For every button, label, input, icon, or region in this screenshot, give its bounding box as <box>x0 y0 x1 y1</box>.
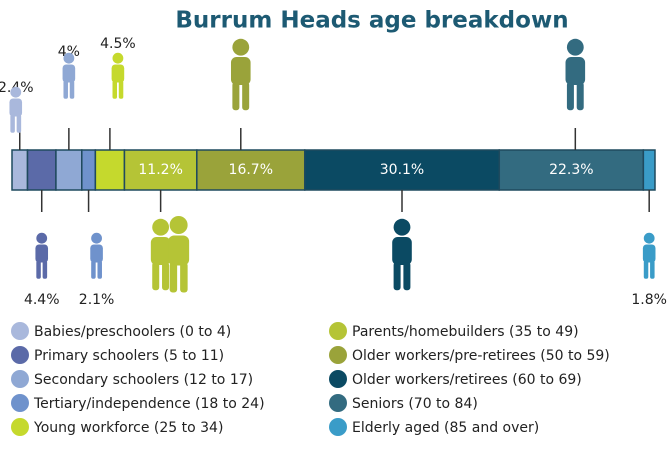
icon-leg <box>36 261 41 279</box>
icon-body <box>151 237 171 265</box>
value-label: 11.2% <box>138 162 182 178</box>
legend-label: Tertiary/independence (18 to 24) <box>33 396 265 412</box>
icon-leg <box>180 263 188 293</box>
icon-leg <box>43 261 48 279</box>
legend-label: Primary schoolers (5 to 11) <box>34 348 224 364</box>
chart-title: Burrum Heads age breakdown <box>175 8 568 34</box>
icon-leg <box>394 262 401 290</box>
icon <box>231 39 251 110</box>
icon-head <box>91 233 102 244</box>
icon-leg <box>17 115 22 133</box>
icon <box>392 219 412 290</box>
chart: Burrum Heads age breakdown 2.4%4.4%4%2.1… <box>0 0 671 461</box>
icon <box>9 87 22 133</box>
bar-segment <box>82 150 96 190</box>
icon-body <box>231 57 251 85</box>
icon-body <box>63 65 76 83</box>
value-label: 4.5% <box>100 36 136 52</box>
icon-head <box>113 53 124 64</box>
icon-body <box>643 245 656 263</box>
legend-label: Young workforce (25 to 34) <box>33 420 223 436</box>
legend-label: Older workers/pre-retirees (50 to 59) <box>352 348 610 364</box>
icon-head <box>10 87 21 98</box>
icon-leg <box>170 263 178 293</box>
icon-leg <box>403 262 410 290</box>
value-label: 1.8% <box>631 292 667 308</box>
icon-head <box>644 233 655 244</box>
icon-leg <box>119 81 124 99</box>
legend-label: Babies/preschoolers (0 to 4) <box>34 324 231 340</box>
legend-label: Secondary schoolers (12 to 17) <box>34 372 253 388</box>
icon <box>566 39 586 110</box>
icon-leg <box>577 82 584 110</box>
icon-leg <box>232 82 239 110</box>
bar-segment <box>12 150 28 190</box>
legend-swatch <box>11 370 29 388</box>
icon-head <box>36 233 47 244</box>
bar-segment <box>643 150 655 190</box>
legend-swatch <box>11 394 29 412</box>
icon-leg <box>10 115 15 133</box>
bar-segment <box>95 150 124 190</box>
legend-swatch <box>11 418 29 436</box>
icon-leg <box>70 81 75 99</box>
value-label: 16.7% <box>229 162 273 178</box>
icon-leg <box>91 261 96 279</box>
legend-swatch <box>329 322 347 340</box>
legend-swatch <box>329 394 347 412</box>
icon-head <box>394 219 411 236</box>
icon-body <box>35 245 48 263</box>
legend-label: Older workers/retirees (60 to 69) <box>352 372 582 388</box>
icon <box>151 219 171 290</box>
icon-leg <box>567 82 574 110</box>
icon-body <box>90 245 103 263</box>
icon-leg <box>644 261 649 279</box>
icon <box>168 216 189 293</box>
icon-leg <box>162 262 169 290</box>
legend-swatch <box>329 370 347 388</box>
icon <box>643 233 656 279</box>
icon-leg <box>242 82 249 110</box>
icon-body <box>9 99 22 117</box>
legend-label: Seniors (70 to 84) <box>352 396 478 412</box>
icon-leg <box>113 81 118 99</box>
legend-swatch <box>329 346 347 364</box>
icon-head <box>232 39 249 56</box>
icon-leg <box>63 81 68 99</box>
icon-leg <box>152 262 159 290</box>
legend-label: Elderly aged (85 and over) <box>352 420 539 436</box>
icon-head <box>567 39 584 56</box>
value-label: 22.3% <box>549 162 593 178</box>
value-label: 30.1% <box>380 162 424 178</box>
icon-body <box>112 65 125 83</box>
value-label: 4.4% <box>24 292 60 308</box>
icon-leg <box>650 261 655 279</box>
legend-swatch <box>11 322 29 340</box>
icon-head <box>152 219 169 236</box>
legend-label: Parents/homebuilders (35 to 49) <box>352 324 579 340</box>
bar-segment <box>28 150 56 190</box>
legend-swatch <box>11 346 29 364</box>
icon-head <box>170 216 188 234</box>
icon-leg <box>97 261 102 279</box>
bar-segment <box>56 150 82 190</box>
icon <box>90 233 103 279</box>
icon <box>63 53 76 99</box>
icon-body <box>392 237 412 265</box>
value-label: 2.1% <box>79 292 115 308</box>
icon <box>112 53 125 99</box>
icon-head <box>63 53 74 64</box>
legend-swatch <box>329 418 347 436</box>
icon <box>35 233 48 279</box>
icon-body <box>168 236 189 266</box>
icon-body <box>566 57 586 85</box>
